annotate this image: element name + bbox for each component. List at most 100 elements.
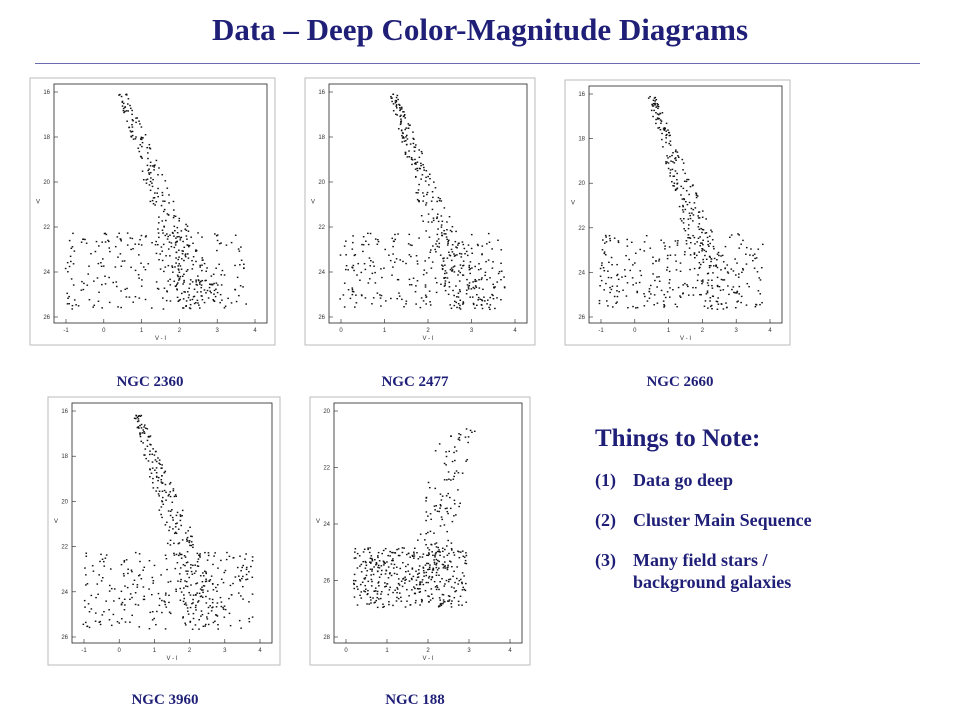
- image-dot: [428, 553, 430, 555]
- image-dot: [451, 565, 453, 568]
- image-dot: [453, 300, 456, 303]
- image-dot: [424, 294, 427, 296]
- y-tick-label: 18: [43, 135, 50, 141]
- image-dot: [410, 255, 412, 258]
- image-dot: [754, 306, 757, 308]
- image-dot: [607, 305, 609, 307]
- image-dot: [144, 454, 146, 456]
- image-dot: [674, 240, 677, 242]
- image-dot: [437, 196, 440, 199]
- image-dot: [80, 289, 83, 291]
- image-dot: [125, 559, 128, 561]
- image-dot: [149, 443, 151, 446]
- image-dot: [154, 459, 157, 461]
- image-dot: [431, 597, 434, 600]
- image-dot: [204, 623, 207, 626]
- image-dot: [364, 590, 367, 593]
- image-dot: [676, 242, 679, 244]
- image-dot: [492, 261, 494, 263]
- image-dot: [683, 198, 686, 201]
- image-dot: [230, 241, 233, 244]
- image-dot: [664, 127, 666, 129]
- image-dot: [170, 245, 173, 248]
- image-dot: [381, 552, 384, 555]
- image-dot: [214, 295, 217, 298]
- image-dot: [428, 568, 431, 570]
- image-dot: [354, 253, 357, 256]
- image-dot: [666, 161, 668, 163]
- image-dot: [669, 144, 672, 146]
- image-dot: [738, 285, 741, 288]
- image-dot: [427, 554, 430, 557]
- image-dot: [422, 566, 425, 569]
- image-dot: [170, 242, 173, 244]
- image-dot: [373, 566, 375, 568]
- image-dot: [178, 277, 181, 280]
- image-dot: [144, 448, 147, 450]
- image-dot: [493, 287, 495, 289]
- image-dot: [598, 299, 601, 302]
- image-dot: [131, 134, 134, 137]
- image-dot: [427, 481, 430, 484]
- image-dot: [465, 460, 467, 462]
- image-dot: [179, 553, 182, 556]
- image-dot: [153, 166, 156, 168]
- image-dot: [449, 507, 452, 510]
- image-dot: [392, 551, 394, 554]
- image-dot: [110, 624, 113, 627]
- image-dot: [71, 304, 74, 307]
- image-dot: [673, 162, 676, 164]
- image-dot: [187, 570, 189, 572]
- image-dot: [214, 620, 216, 622]
- note-item: (3) Many field stars / background galaxie…: [595, 549, 895, 593]
- image-dot: [142, 266, 145, 268]
- x-axis-label: V - I: [680, 336, 691, 342]
- image-dot: [671, 168, 674, 171]
- image-dot: [468, 284, 471, 287]
- image-dot: [178, 220, 180, 222]
- image-dot: [408, 573, 411, 575]
- image-dot: [245, 568, 248, 571]
- image-dot: [192, 263, 195, 266]
- image-dot: [164, 524, 167, 526]
- image-dot: [205, 602, 208, 604]
- image-dot: [424, 286, 427, 288]
- image-dot: [455, 470, 458, 472]
- image-dot: [655, 106, 657, 108]
- image-dot: [428, 257, 430, 259]
- image-dot: [374, 282, 377, 284]
- image-dot: [251, 616, 254, 618]
- image-dot: [237, 575, 240, 577]
- image-dot: [162, 308, 165, 310]
- image-dot: [484, 271, 487, 274]
- image-dot: [626, 245, 629, 247]
- image-dot: [447, 600, 450, 602]
- image-dot: [99, 620, 102, 623]
- image-dot: [448, 286, 451, 288]
- image-dot: [200, 610, 203, 612]
- image-dot: [430, 249, 432, 251]
- image-dot: [152, 477, 154, 480]
- image-dot: [660, 239, 663, 241]
- image-dot: [409, 244, 412, 246]
- image-dot: [80, 241, 83, 243]
- image-dot: [339, 254, 342, 256]
- image-dot: [380, 591, 383, 593]
- image-dot: [670, 160, 672, 162]
- image-dot: [436, 550, 439, 553]
- image-dot: [370, 578, 373, 581]
- image-dot: [353, 587, 356, 590]
- image-dot: [155, 472, 158, 474]
- image-dot: [228, 555, 231, 558]
- image-dot: [151, 619, 154, 621]
- image-dot: [685, 180, 688, 183]
- x-tick-label: 0: [633, 328, 637, 334]
- image-dot: [494, 286, 496, 288]
- image-dot: [90, 594, 93, 597]
- image-dot: [158, 459, 161, 461]
- image-dot: [680, 185, 683, 188]
- image-dot: [101, 577, 104, 579]
- image-dot: [187, 610, 189, 612]
- image-dot: [403, 140, 406, 142]
